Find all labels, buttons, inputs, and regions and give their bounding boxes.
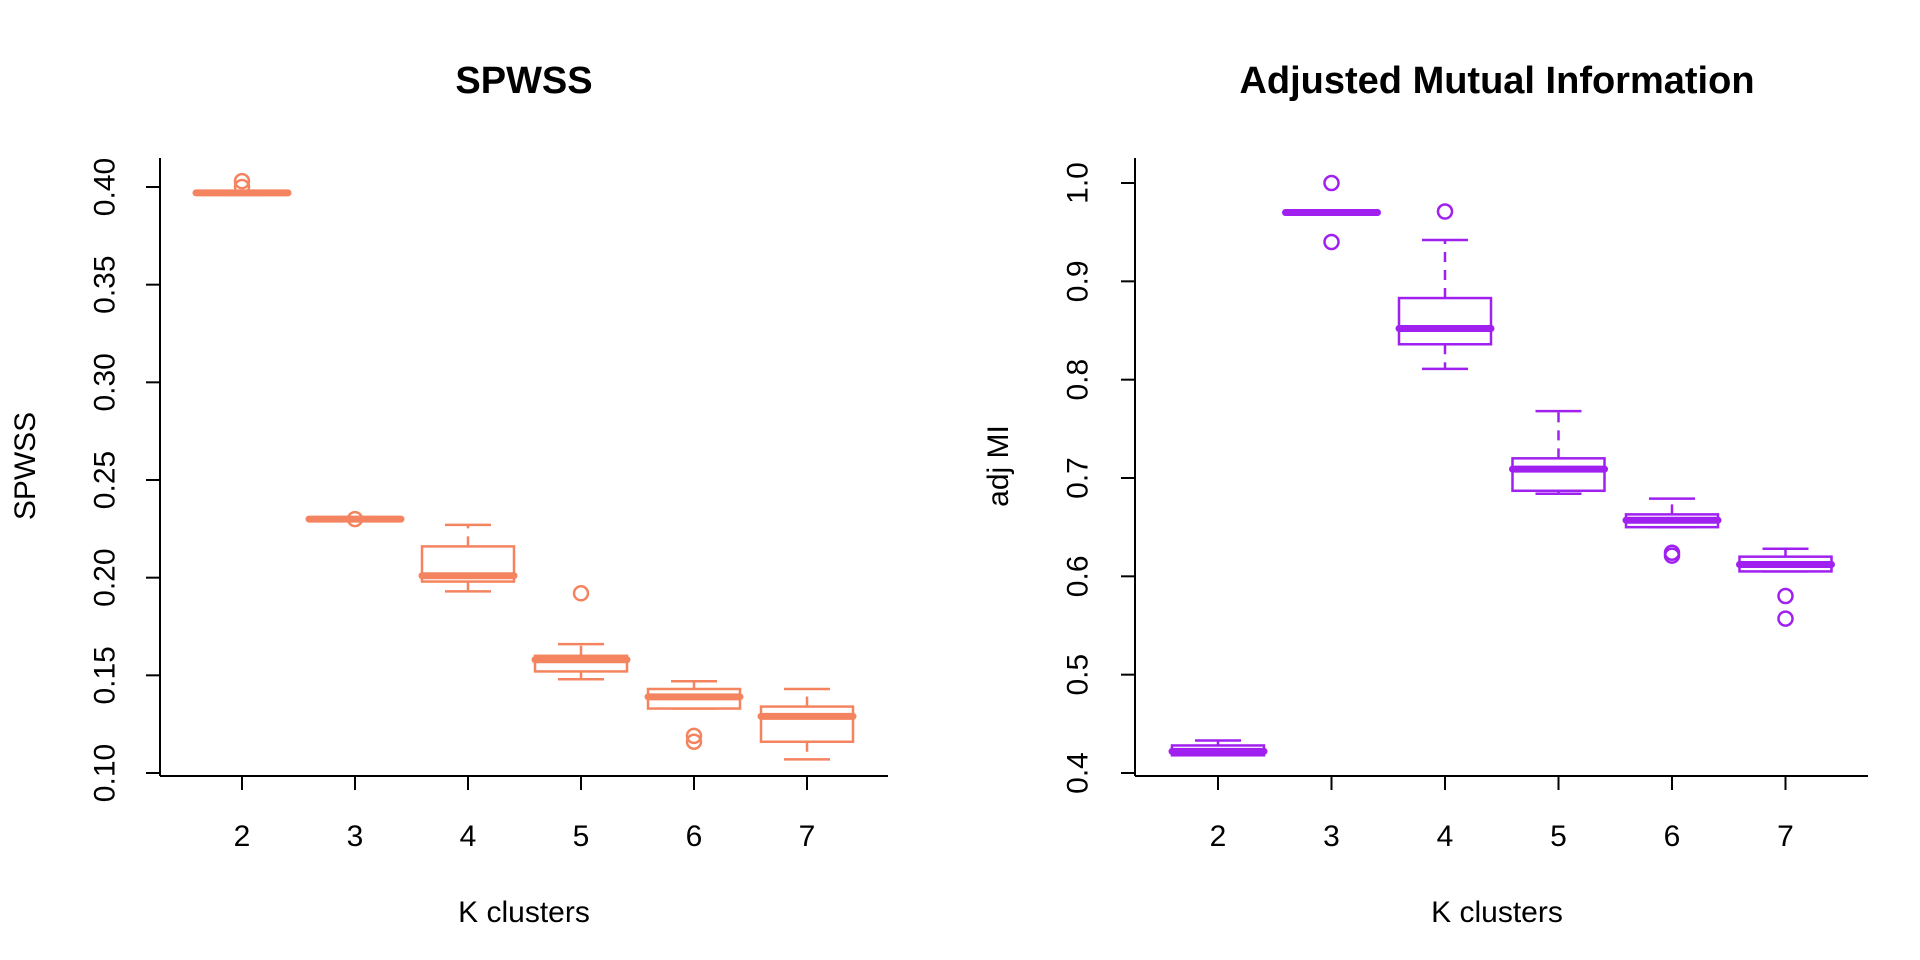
right-chart-title: Adjusted Mutual Information	[1239, 60, 1754, 102]
right-x-tick-label: 3	[1323, 820, 1340, 853]
right-panel: Adjusted Mutual Information K clusters a…	[982, 60, 1868, 929]
left-y-tick-label: 0.10	[89, 744, 122, 802]
right-y-tick-label: 0.6	[1062, 555, 1095, 597]
right-box-2	[1168, 739, 1268, 757]
outlier-point	[1777, 587, 1794, 605]
left-box-5	[531, 585, 631, 681]
right-y-tick-label: 0.4	[1062, 752, 1095, 794]
box-iqr	[759, 705, 855, 743]
left-box-3	[305, 510, 405, 528]
outlier-point	[233, 178, 251, 196]
left-x-axis-label: K clusters	[458, 896, 590, 929]
outlier-point	[1663, 544, 1681, 561]
outlier-point	[1777, 610, 1794, 627]
left-box-4	[418, 523, 518, 593]
left-x-tick-label: 5	[573, 820, 590, 853]
right-y-tick-label: 0.8	[1062, 359, 1095, 401]
left-box-2	[192, 172, 292, 197]
box-iqr	[1511, 457, 1606, 493]
right-y-tick-label: 1.0	[1062, 162, 1095, 204]
right-box-7	[1736, 547, 1835, 627]
left-y-tick-label: 0.35	[89, 255, 122, 313]
left-box-7	[757, 687, 857, 761]
right-x-tick-label: 5	[1550, 820, 1567, 853]
right-y-tick-label: 0.9	[1062, 260, 1095, 302]
left-panel: SPWSS K clusters SPWSS 0.100.150.200.250…	[9, 60, 888, 929]
outlier-point	[572, 585, 590, 602]
outlier-point	[1323, 233, 1340, 251]
right-plot-area: 0.4 0.5 0.6 0.7 0.8 0.9 1.0 2 3 4 5 6 7	[1062, 158, 1868, 853]
left-y-tick-label: 0.20	[89, 548, 122, 606]
right-box-5	[1509, 409, 1608, 495]
right-y-tick-label: 0.5	[1062, 654, 1095, 696]
right-x-tick-label: 2	[1210, 820, 1227, 853]
right-y-axis-label: adj MI	[982, 425, 1015, 507]
outlier-point	[685, 727, 703, 745]
outlier-point	[346, 510, 364, 528]
right-x-tick-label: 7	[1777, 820, 1794, 853]
outlier-point	[1323, 174, 1340, 192]
left-x-tick-label: 4	[460, 820, 477, 853]
right-x-tick-label: 4	[1437, 820, 1454, 853]
outlier-point	[1436, 203, 1454, 220]
left-y-tick-label: 0.25	[89, 451, 122, 509]
box-iqr	[1397, 296, 1493, 346]
left-box-6	[644, 679, 744, 750]
left-plot-area: 0.10 0.15 0.20 0.25 0.30 0.35 0.40 2 3 4 5 6 7	[89, 158, 888, 853]
right-y-tick-label: 0.7	[1062, 457, 1095, 499]
left-y-tick-label: 0.15	[89, 646, 122, 704]
left-chart-title: SPWSS	[455, 60, 592, 102]
left-x-tick-label: 3	[347, 820, 364, 853]
left-x-tick-label: 6	[686, 820, 703, 853]
outlier-point	[685, 733, 703, 750]
left-y-tick-label: 0.30	[89, 353, 122, 411]
right-x-axis-label: K clusters	[1431, 896, 1563, 929]
right-box-6	[1622, 497, 1722, 564]
outlier-point	[233, 172, 251, 190]
right-box-4	[1395, 203, 1495, 371]
right-box-3	[1282, 174, 1381, 251]
left-x-tick-label: 7	[799, 820, 816, 853]
right-x-tick-label: 6	[1664, 820, 1681, 853]
left-y-axis-label: SPWSS	[9, 412, 42, 520]
left-y-tick-label: 0.40	[89, 158, 122, 216]
left-x-tick-label: 2	[234, 820, 251, 853]
